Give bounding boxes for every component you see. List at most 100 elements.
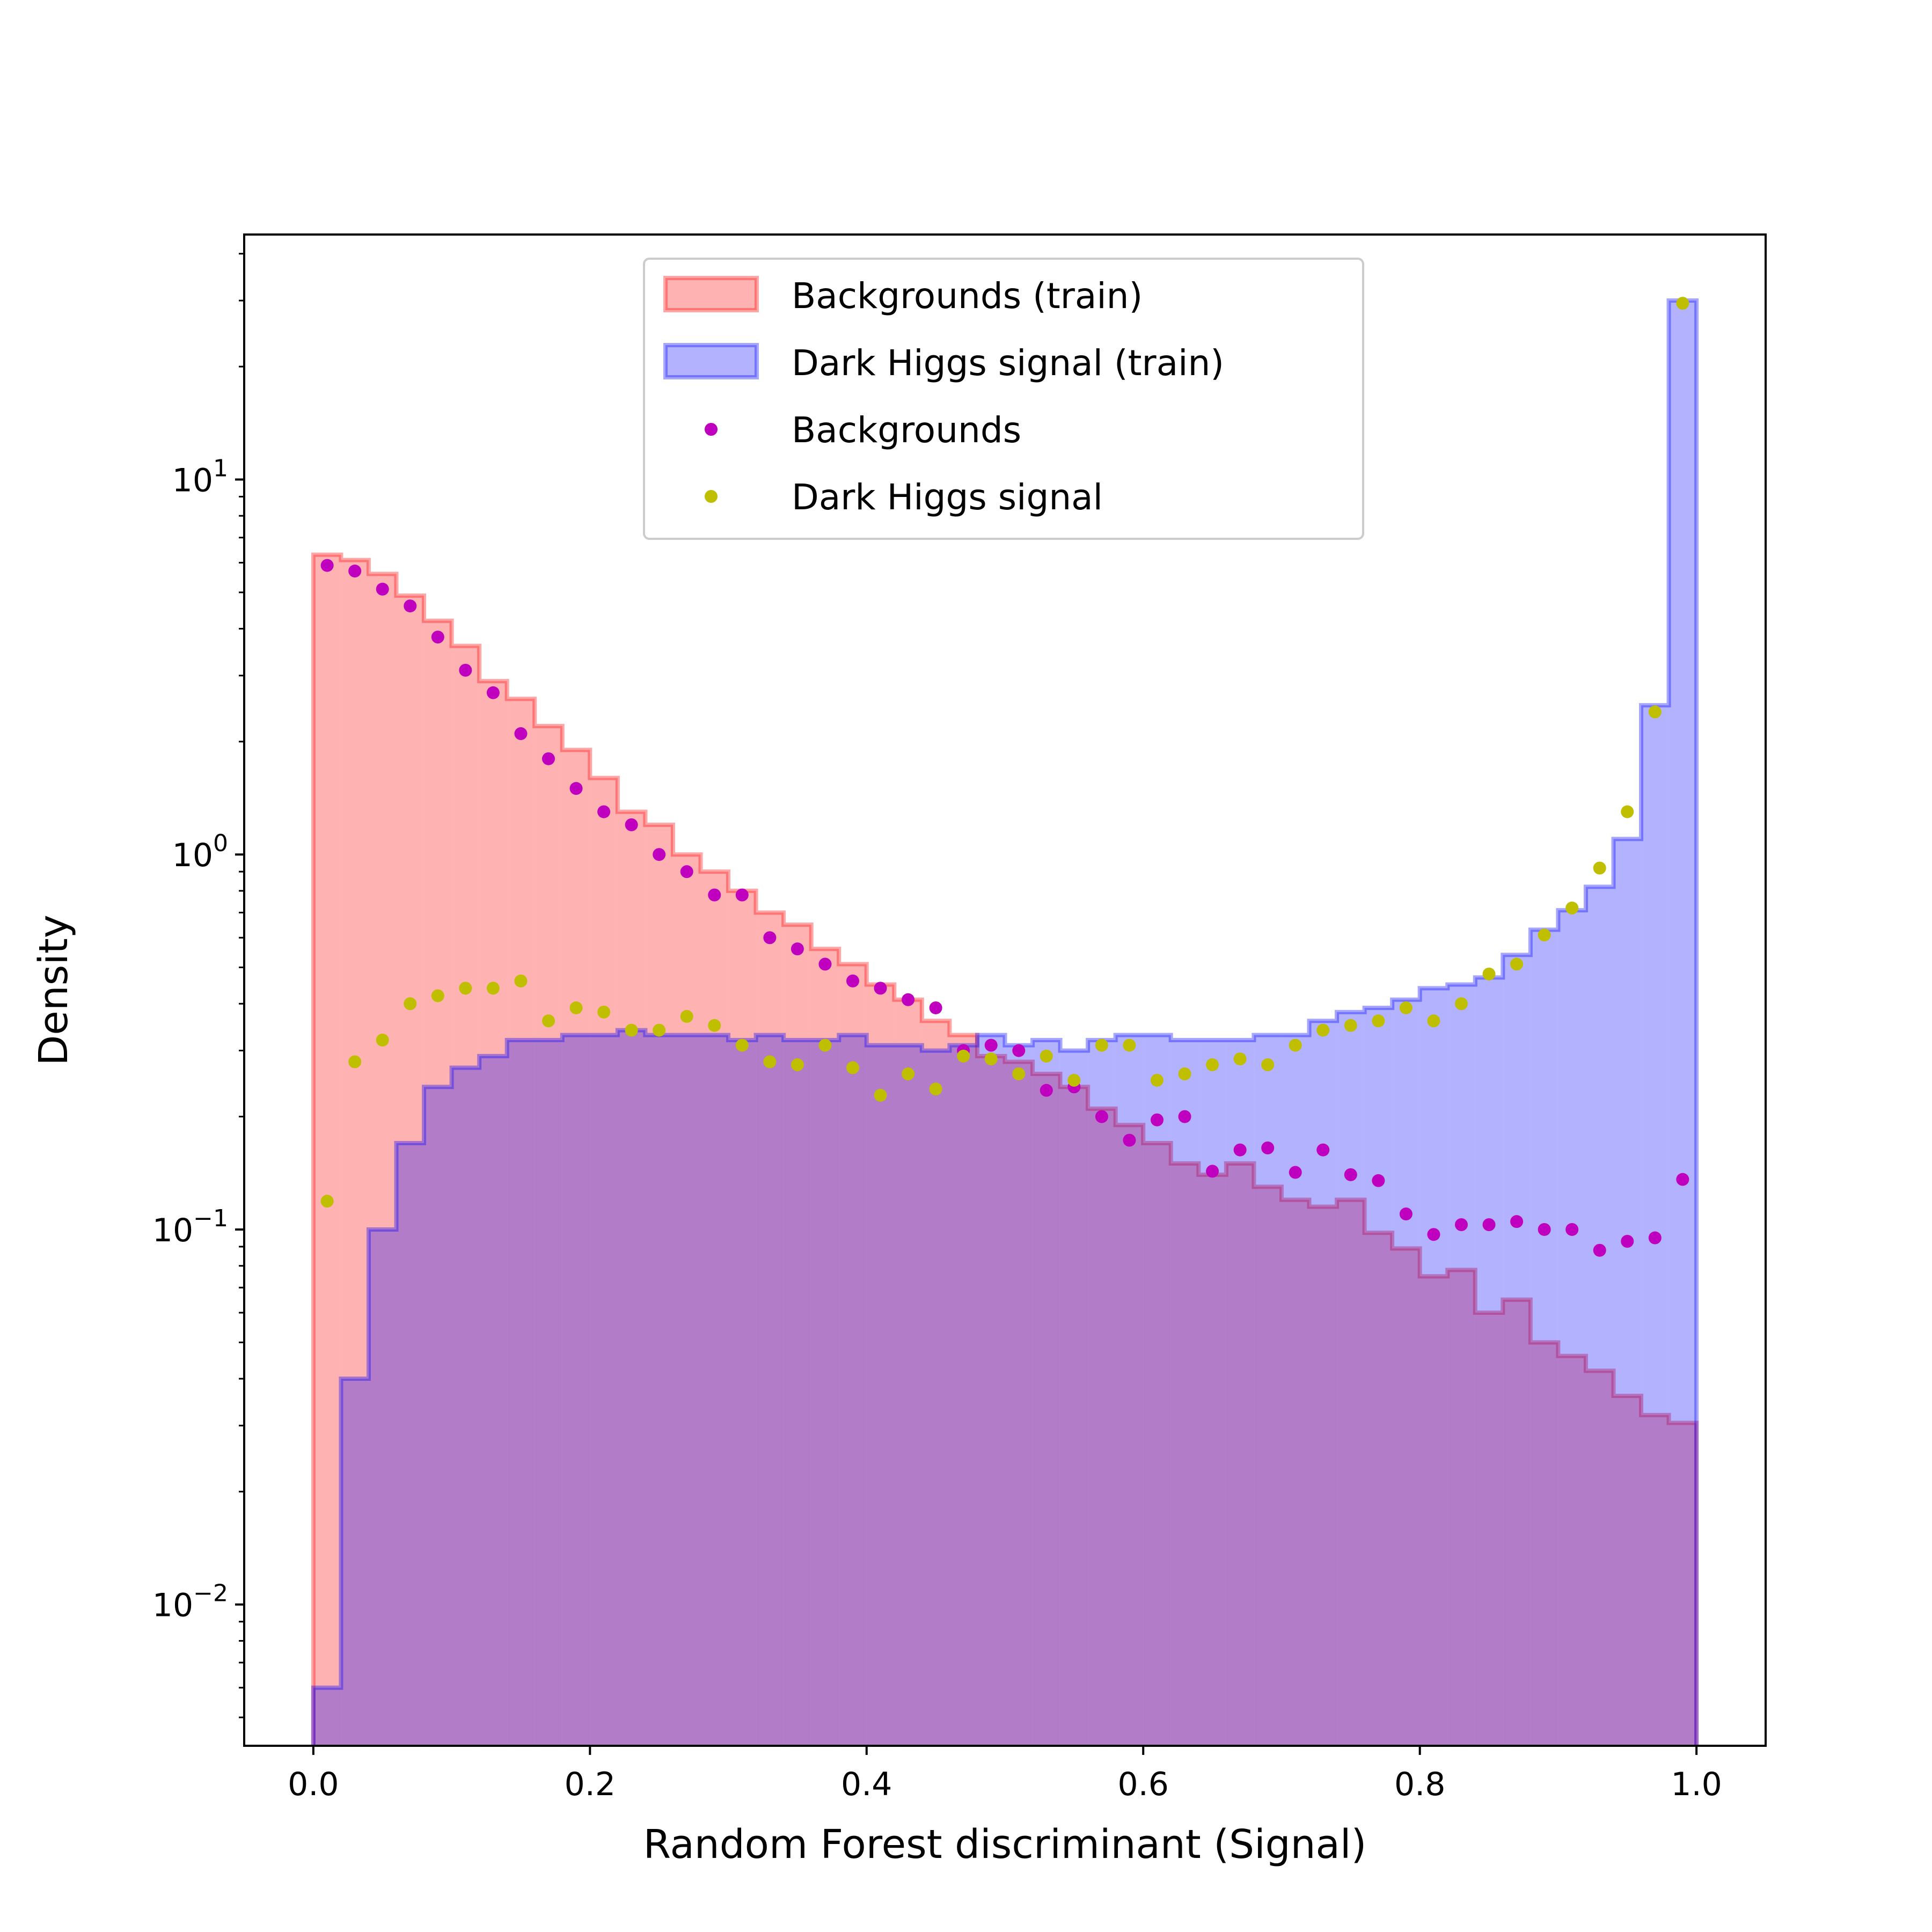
- backgrounds-train-bar: [1585, 1371, 1614, 1746]
- signal-point: [818, 1038, 832, 1052]
- signal-train-bar: [1281, 1035, 1309, 1746]
- backgrounds-point: [763, 931, 777, 945]
- backgrounds-point: [1233, 1143, 1247, 1157]
- signal-train-bar: [1447, 984, 1475, 1746]
- backgrounds-point: [874, 982, 887, 995]
- signal-train-bar: [672, 1035, 701, 1746]
- signal-train-bar: [479, 1056, 507, 1746]
- signal-train-bar: [1585, 887, 1614, 1746]
- backgrounds-train-bar: [1503, 1299, 1531, 1746]
- signal-train-bar: [1530, 930, 1558, 1746]
- backgrounds-train-bar: [1447, 1270, 1475, 1746]
- backgrounds-train-bar: [617, 811, 646, 1746]
- backgrounds-train-bar: [1668, 1423, 1697, 1746]
- signal-train-bar: [1558, 910, 1586, 1746]
- backgrounds-train-bar: [866, 984, 895, 1746]
- signal-point: [1372, 1014, 1385, 1028]
- y-axis: 10−2 10−1 100 101: [152, 253, 244, 1718]
- backgrounds-points: [320, 559, 1689, 1257]
- backgrounds-point: [1289, 1166, 1302, 1179]
- backgrounds-point: [404, 599, 417, 613]
- signal-train-bar: [1392, 999, 1420, 1746]
- y-tick-label: 10−2: [152, 1580, 228, 1624]
- y-tick-label: 100: [172, 830, 228, 874]
- signal-train-bar: [396, 1143, 425, 1746]
- backgrounds-train-bar: [1198, 1174, 1226, 1746]
- signal-point: [763, 1055, 777, 1069]
- signal-train-bar: [1198, 1040, 1226, 1746]
- signal-train-bar: [1309, 1021, 1337, 1746]
- backgrounds-train-bar: [645, 824, 673, 1746]
- backgrounds-train-bar: [368, 574, 397, 1746]
- backgrounds-point: [1206, 1165, 1219, 1178]
- backgrounds-train-outline: [311, 552, 1699, 1746]
- signal-train-histogram: [311, 298, 1699, 1746]
- signal-train-bar: [1668, 301, 1697, 1746]
- backgrounds-point: [1151, 1113, 1163, 1126]
- signal-point: [708, 1019, 721, 1032]
- backgrounds-train-bar: [1392, 1248, 1420, 1746]
- backgrounds-point: [1012, 1044, 1026, 1057]
- signal-point: [1482, 967, 1496, 980]
- backgrounds-train-bar: [1143, 1143, 1171, 1746]
- signal-train-bar: [341, 1379, 369, 1746]
- signal-train-bar: [507, 1040, 535, 1746]
- signal-point: [1261, 1058, 1275, 1071]
- backgrounds-train-bar: [424, 620, 452, 1746]
- signal-point: [1233, 1052, 1247, 1066]
- signal-points: [320, 297, 1689, 1208]
- backgrounds-point: [680, 865, 693, 879]
- backgrounds-point: [376, 582, 389, 596]
- backgrounds-train-histogram: [311, 552, 1699, 1746]
- signal-train-bar: [977, 1035, 1005, 1746]
- signal-train-bar: [756, 1035, 784, 1746]
- legend-swatch-signal-train: [663, 343, 759, 379]
- backgrounds-point: [569, 782, 583, 795]
- backgrounds-train-bar: [479, 681, 507, 1746]
- backgrounds-train-bar: [949, 1035, 977, 1746]
- backgrounds-train-bar: [1337, 1199, 1365, 1746]
- signal-point: [984, 1052, 998, 1066]
- signal-point: [957, 1049, 970, 1063]
- backgrounds-point: [846, 974, 859, 987]
- backgrounds-train-bar: [535, 726, 562, 1746]
- backgrounds-point: [514, 727, 528, 741]
- signal-point: [1399, 1001, 1413, 1014]
- signal-point: [1289, 1038, 1302, 1052]
- backgrounds-point: [348, 565, 362, 578]
- backgrounds-train-bar: [1281, 1199, 1309, 1746]
- backgrounds-point: [1123, 1133, 1136, 1147]
- signal-train-bar: [921, 1050, 950, 1746]
- backgrounds-train-bar: [839, 964, 867, 1746]
- signal-point: [1538, 928, 1551, 942]
- signal-point: [653, 1023, 666, 1037]
- signal-point: [597, 1005, 611, 1019]
- signal-train-bar: [1143, 1035, 1171, 1746]
- backgrounds-train-bar: [1530, 1342, 1558, 1746]
- signal-train-bar: [1115, 1035, 1144, 1746]
- signal-point: [1648, 705, 1662, 719]
- backgrounds-point: [1648, 1231, 1662, 1245]
- backgrounds-train-bar: [562, 750, 590, 1746]
- x-tick-label: 0.4: [841, 1766, 892, 1803]
- signal-train-bar: [645, 1035, 673, 1746]
- signal-point: [569, 1001, 583, 1014]
- signal-train-bar: [590, 1035, 618, 1746]
- signal-train-bar: [839, 1035, 867, 1746]
- signal-point: [1427, 1014, 1440, 1028]
- signal-point: [625, 1023, 638, 1037]
- backgrounds-point: [1261, 1141, 1275, 1155]
- backgrounds-train-bar: [313, 554, 341, 1746]
- signal-point: [1316, 1023, 1330, 1037]
- legend-label-signal: Dark Higgs signal: [792, 477, 1103, 518]
- legend: Backgrounds (train) Dark Higgs signal (t…: [643, 258, 1364, 540]
- backgrounds-point: [459, 663, 472, 677]
- legend-marker-backgrounds: [705, 423, 718, 436]
- backgrounds-point: [597, 805, 611, 818]
- backgrounds-train-bar: [756, 912, 784, 1746]
- y-tick-label: 101: [172, 455, 228, 499]
- legend-label-signal-train: Dark Higgs signal (train): [792, 342, 1224, 384]
- backgrounds-point: [1040, 1084, 1053, 1097]
- x-tick-label: 1.0: [1671, 1766, 1722, 1803]
